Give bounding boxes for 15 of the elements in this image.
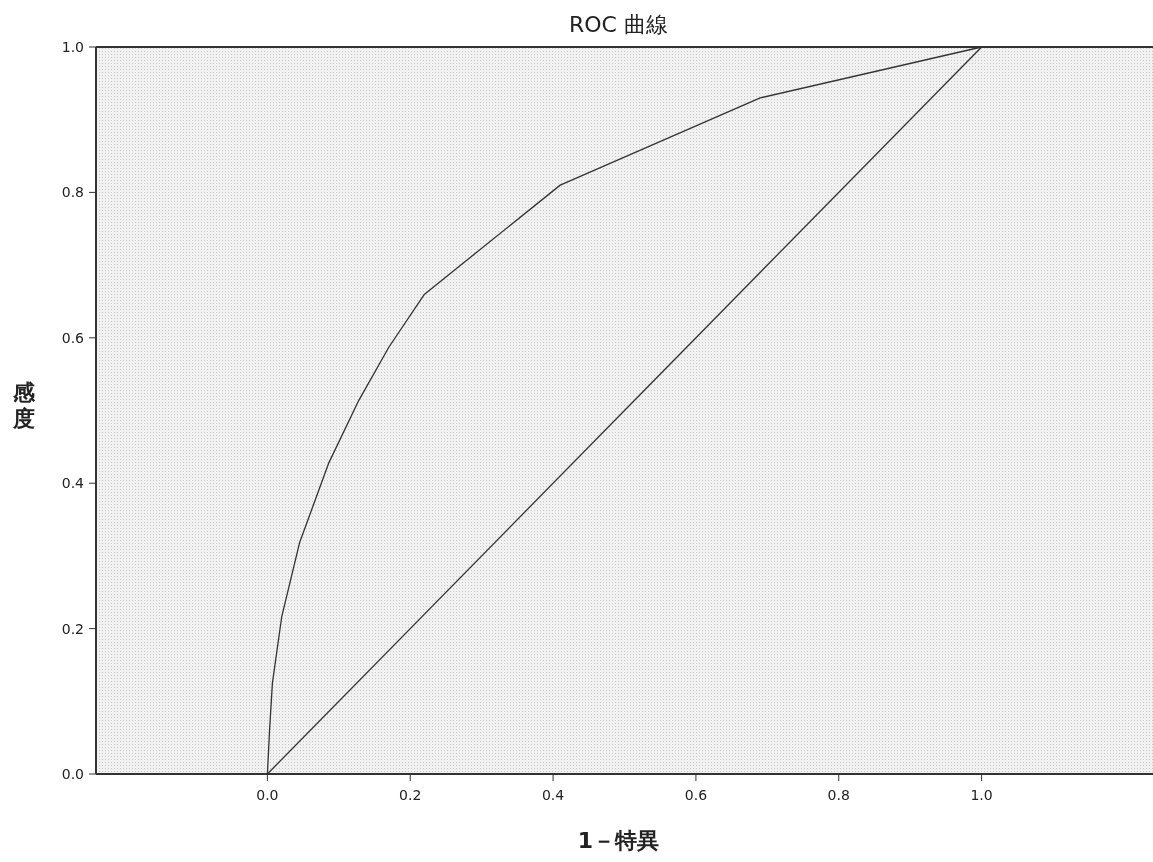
y-tick-label: 0.6 — [61, 329, 85, 346]
y-tick-label: 0.4 — [61, 475, 85, 492]
x-tick-label: 0.0 — [256, 787, 279, 803]
y-tick-label: 0.8 — [61, 184, 84, 201]
x-tick-label: 1.0 — [970, 787, 993, 803]
chart-title: ROC 曲線 — [569, 12, 668, 37]
x-tick-label: 0.2 — [399, 787, 422, 803]
y-axis-title: 感度 — [12, 380, 36, 431]
y-tick-label: 0.2 — [61, 620, 84, 637]
x-tick-label: 0.8 — [827, 787, 850, 803]
x-tick-label: 0.6 — [684, 787, 708, 803]
y-tick-label: 0.0 — [61, 765, 84, 782]
x-axis-title: 1－特異 — [577, 828, 660, 853]
x-tick-label: 0.4 — [541, 787, 565, 803]
y-tick-label: 1.0 — [61, 38, 84, 55]
